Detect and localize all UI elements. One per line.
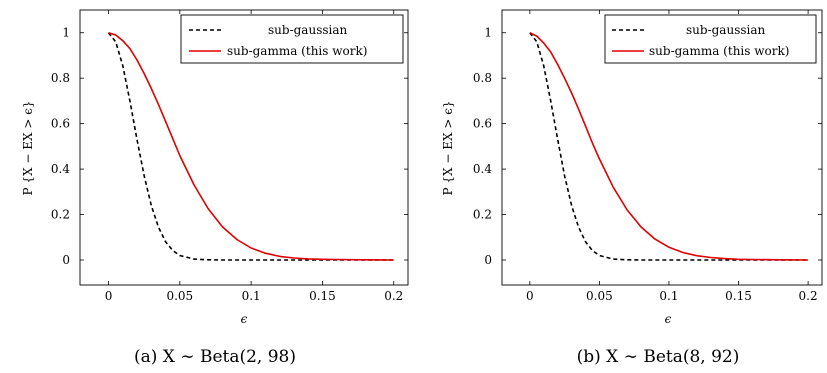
y-axis-label: P {X − EX > ϵ} xyxy=(21,100,35,195)
series-line-sub-gaussian xyxy=(529,32,809,261)
x-tick-label: 0 xyxy=(526,289,534,303)
legend-label-sub-gamma: sub-gamma (this work) xyxy=(227,44,367,58)
y-tick-label: 0.2 xyxy=(51,208,70,222)
series-line-sub-gaussian xyxy=(107,32,394,261)
x-tick-label: 0.15 xyxy=(725,289,752,303)
series-line-sub-gamma xyxy=(529,31,809,261)
axis-ticks: 0 0.05 0.1 0.15 0.2 0 0.2 0.4 0.6 0.8 1 xyxy=(473,10,822,303)
plot-frame xyxy=(501,9,823,286)
y-tick-label: 1 xyxy=(62,26,70,40)
x-tick-label: 0.2 xyxy=(799,289,818,303)
legend-box xyxy=(604,14,817,64)
series-line-sub-gamma xyxy=(108,31,394,261)
y-axis-label: P {X − EX > ϵ} xyxy=(441,100,455,195)
legend: sub-gaussian sub-gamma (this work) xyxy=(180,14,404,64)
series-layer xyxy=(529,31,809,261)
legend-label-sub-gamma: sub-gamma (this work) xyxy=(649,44,789,58)
y-tick-label: 0.8 xyxy=(473,71,492,85)
y-tick-label: 0.4 xyxy=(51,162,70,176)
y-tick-label: 1 xyxy=(484,26,492,40)
axis-ticks: 0 0.05 0.1 0.15 0.2 0 0.2 0.4 0.6 0.8 1 xyxy=(51,10,408,303)
legend-label-sub-gaussian: sub-gaussian xyxy=(686,23,765,37)
y-tick-label: 0.6 xyxy=(473,117,492,131)
chart-panel-b: 0 0.05 0.1 0.15 0.2 0 0.2 0.4 0.6 0.8 1 sub-gaussi… xyxy=(441,9,823,367)
y-tick-label: 0.8 xyxy=(51,71,70,85)
x-tick-label: 0.2 xyxy=(384,289,403,303)
legend-box xyxy=(180,14,404,64)
y-tick-label: 0.4 xyxy=(473,162,492,176)
x-axis-label: ϵ xyxy=(665,312,672,326)
y-tick-label: 0.2 xyxy=(473,208,492,222)
legend: sub-gaussian sub-gamma (this work) xyxy=(604,14,817,64)
caption-b: (b) X ∼ Beta(8, 92) xyxy=(577,347,740,367)
caption-a: (a) X ∼ Beta(2, 98) xyxy=(134,347,296,367)
legend-label-sub-gaussian: sub-gaussian xyxy=(268,23,347,37)
series-layer xyxy=(107,31,394,261)
x-tick-label: 0.1 xyxy=(242,289,261,303)
plot-frame xyxy=(79,9,409,286)
x-tick-label: 0.05 xyxy=(166,289,193,303)
chart-panel-a: 0 0.05 0.1 0.15 0.2 0 0.2 0.4 0.6 0.8 1 sub-gaussi… xyxy=(21,9,409,367)
x-axis-label: ϵ xyxy=(241,312,248,326)
x-tick-label: 0.15 xyxy=(309,289,336,303)
x-tick-label: 0.1 xyxy=(659,289,678,303)
y-tick-label: 0.6 xyxy=(51,117,70,131)
x-tick-label: 0 xyxy=(105,289,113,303)
y-tick-label: 0 xyxy=(484,253,492,267)
x-tick-label: 0.05 xyxy=(586,289,613,303)
y-tick-label: 0 xyxy=(62,253,70,267)
